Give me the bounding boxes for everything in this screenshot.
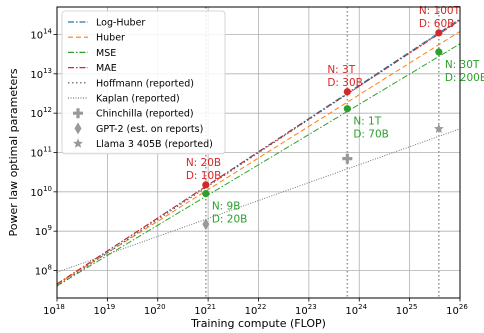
x-tick-exponent: 25 <box>409 303 418 311</box>
x-axis-label: Training compute (FLOP) <box>190 317 326 330</box>
x-tick-label: 1025 <box>396 303 418 317</box>
annotation-text: D: 30B <box>327 77 363 89</box>
annotation-text: N: 9B <box>212 201 241 213</box>
series-line <box>56 30 461 285</box>
x-axis-ticks: 1018 1019 1020 1021 1022 1023 1024 1025 1026 <box>43 298 468 317</box>
y-tick-base: 10 <box>30 70 43 81</box>
annotation-text: D: 70B <box>353 129 389 141</box>
x-tick-base: 10 <box>43 306 56 317</box>
legend-label: MSE <box>96 48 116 59</box>
annotation-text: N: 3T <box>327 64 355 76</box>
x-tick-label: 1023 <box>295 303 317 317</box>
x-tick-base: 10 <box>345 306 358 317</box>
y-tick-label: 1014 <box>30 27 52 41</box>
y-axis-label: Power law optimal parameters <box>7 68 20 236</box>
legend-label: GPT-2 (est. on reports) <box>96 124 203 135</box>
x-tick-exponent: 23 <box>308 303 317 311</box>
x-tick-exponent: 24 <box>358 303 367 311</box>
legend-swatch-diamond <box>74 122 82 135</box>
x-tick-exponent: 21 <box>207 303 216 311</box>
annotation-text: D: 60B <box>419 18 455 30</box>
y-tick-label: 108 <box>35 264 52 278</box>
x-tick-label: 1019 <box>94 303 116 317</box>
annotation-text: D: 10B <box>186 170 222 182</box>
legend-swatch-star <box>73 138 83 148</box>
x-tick-exponent: 18 <box>56 303 65 311</box>
y-tick-exponent: 14 <box>43 27 52 35</box>
y-tick-exponent: 11 <box>43 146 52 154</box>
x-tick-base: 10 <box>396 306 409 317</box>
x-tick-label: 1018 <box>43 303 65 317</box>
legend-label: Hoffmann (reported) <box>96 78 194 89</box>
y-tick-label: 1012 <box>30 106 52 120</box>
y-tick-base: 10 <box>30 109 43 120</box>
data-point <box>435 29 443 37</box>
y-tick-exponent: 12 <box>43 106 52 114</box>
x-tick-exponent: 26 <box>459 303 468 311</box>
data-point <box>435 48 443 56</box>
y-tick-base: 10 <box>35 227 48 238</box>
annotation-text: N: 1T <box>353 116 381 128</box>
x-tick-base: 10 <box>194 306 207 317</box>
legend: Log-Huber Huber MSE MAE Hoffmann (reported) K… <box>61 10 226 155</box>
annotation-text: D: 200B <box>445 72 484 84</box>
y-tick-label: 1013 <box>30 67 52 81</box>
legend-label: Huber <box>96 33 125 44</box>
y-tick-label: 109 <box>35 224 52 238</box>
x-tick-exponent: 22 <box>257 303 266 311</box>
x-tick-exponent: 20 <box>157 303 166 311</box>
annotation-text: N: 30T <box>445 59 480 71</box>
y-tick-base: 10 <box>30 149 43 160</box>
x-tick-exponent: 19 <box>106 303 115 311</box>
y-tick-exponent: 13 <box>43 67 52 75</box>
legend-swatch-plus <box>73 108 83 119</box>
y-tick-exponent: 8 <box>48 264 52 272</box>
legend-label: Log-Huber <box>96 18 145 29</box>
series-line <box>56 19 461 287</box>
marker-plus <box>342 153 353 164</box>
markers <box>202 29 444 231</box>
series-lines <box>56 18 461 287</box>
x-tick-label: 1024 <box>345 303 367 317</box>
data-point <box>343 105 351 113</box>
legend-box <box>61 10 226 155</box>
y-tick-base: 10 <box>30 188 43 199</box>
x-tick-label: 1020 <box>144 303 166 317</box>
data-point <box>202 190 210 198</box>
legend-label: Chinchilla (reported) <box>96 109 194 120</box>
marker-star <box>433 123 444 134</box>
data-point <box>343 88 351 96</box>
series-line <box>56 43 461 287</box>
x-tick-label: 1021 <box>194 303 216 317</box>
grid <box>56 7 461 298</box>
y-tick-label: 1010 <box>30 185 52 199</box>
y-tick-base: 10 <box>35 267 48 278</box>
y-tick-exponent: 10 <box>43 185 52 193</box>
y-tick-base: 10 <box>30 30 43 41</box>
annotation-text: N: 20B <box>186 157 221 169</box>
data-point <box>202 181 210 189</box>
x-tick-base: 10 <box>94 306 107 317</box>
x-tick-base: 10 <box>144 306 157 317</box>
x-tick-label: 1022 <box>245 303 267 317</box>
annotation-text: N: 100T <box>419 5 461 17</box>
x-tick-label: 1026 <box>446 303 468 317</box>
y-tick-label: 1011 <box>30 146 52 160</box>
x-tick-base: 10 <box>245 306 258 317</box>
legend-label: Llama 3 405B (reported) <box>96 139 213 150</box>
x-tick-base: 10 <box>295 306 308 317</box>
marker-diamond <box>202 218 210 231</box>
legend-label: Kaplan (reported) <box>96 94 180 105</box>
x-tick-base: 10 <box>446 306 459 317</box>
y-tick-exponent: 9 <box>48 224 52 232</box>
legend-label: MAE <box>96 63 117 74</box>
annotation-text: D: 20B <box>212 214 248 226</box>
